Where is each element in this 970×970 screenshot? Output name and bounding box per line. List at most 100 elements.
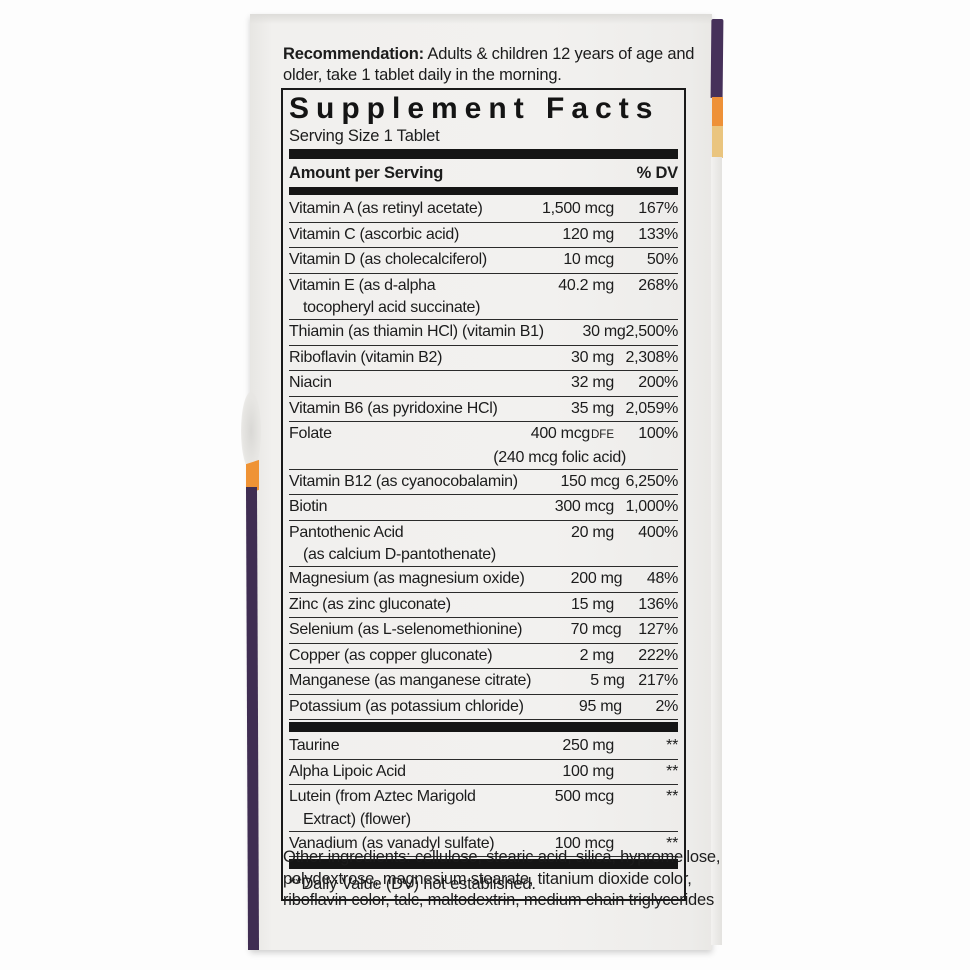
nutrient-amount: 20 mg: [571, 523, 614, 541]
nutrient-dv: 167%: [638, 200, 678, 217]
nutrient-name: Alpha Lipoic Acid: [289, 762, 406, 780]
recommendation-line2: older, take 1 tablet daily in the mornin…: [283, 66, 562, 84]
nutrient-dv: 48%: [646, 570, 678, 587]
nutrient-dv: 217%: [638, 672, 678, 689]
package-left-notch-shadow: [241, 392, 261, 470]
nutrient-amount-detail: (240 mcg folic acid): [493, 448, 626, 466]
nutrient-name: Thiamin (as thiamin HCl) (vitamin B1): [289, 323, 544, 340]
nutrient-row: Riboflavin (vitamin B2) 30 mg 2,308%: [289, 346, 679, 371]
nutrient-name: Potassium (as potassium chloride): [289, 697, 524, 715]
nutrient-dv: 6,250%: [625, 472, 679, 490]
recommendation-text: Recommendation: Adults & children 12 yea…: [283, 44, 694, 86]
nutrient-dv: 1,000%: [625, 498, 679, 515]
nutrient-amount: 120 mg: [562, 225, 614, 243]
nutrient-row: Vitamin B6 (as pyridoxine HCl) 35 mg 2,059…: [289, 397, 678, 422]
nutrient-row: Alpha Lipoic Acid 100 mg **: [289, 760, 678, 785]
nutrient-row: Folate 400 mcgDFE 100% (240 mcg folic acid): [289, 422, 678, 470]
package-edge-tan-strip: [712, 126, 723, 158]
nutrient-amount: 200 mg: [570, 570, 623, 587]
nutrient-name: Lutein (from Aztec Marigold: [289, 788, 476, 805]
nutrient-dv: **: [666, 788, 678, 805]
nutrient-amount: 32 mg: [571, 374, 614, 391]
separator-bar: [289, 187, 678, 195]
other-ingredients: Other ingredients: cellulose, stearic ac…: [283, 847, 721, 912]
nutrient-name: Selenium (as L-selenomethionine): [289, 621, 523, 638]
nutrient-row: Vitamin D (as cholecalciferol) 10 mcg 50%: [289, 248, 678, 274]
column-header-row: Amount per Serving % DV: [289, 161, 678, 185]
package-edge-orange-strip: [712, 97, 723, 127]
nutrient-dv: 222%: [638, 646, 678, 664]
nutrient-amount: 250 mg: [562, 737, 614, 754]
package-left-purple-strip: [245, 486, 260, 951]
nutrients-section-vitamins-minerals: Vitamin A (as retinyl acetate) 1,500 mcg 1…: [289, 197, 678, 720]
nutrient-name: Niacin: [289, 374, 332, 391]
nutrient-dv: 100%: [638, 425, 678, 442]
package-top-shade: [250, 14, 712, 24]
nutrient-row: Vitamin B12 (as cyanocobalamin) 150 mcg 6,…: [289, 470, 679, 495]
nutrient-amount: 30 mg: [582, 323, 626, 340]
nutrient-row: Manganese (as manganese citrate) 5 mg 217%: [289, 669, 678, 695]
nutrient-row: Biotin 300 mcg 1,000%: [289, 495, 678, 521]
separator-bar: [289, 722, 678, 732]
nutrient-dv: **: [666, 762, 678, 780]
nutrient-name: Riboflavin (vitamin B2): [289, 348, 443, 366]
nutrient-row: Magnesium (as magnesium oxide) 200 mg 48%: [289, 567, 678, 593]
recommendation-line1: Recommendation: Adults & children 12 yea…: [283, 44, 694, 65]
nutrient-name: Vitamin C (ascorbic acid): [289, 225, 460, 243]
nutrient-amount: 5 mg: [590, 672, 625, 689]
nutrient-dv: **: [666, 737, 678, 754]
nutrient-dv: **: [666, 834, 678, 852]
nutrient-row: Vitamin A (as retinyl acetate) 1,500 mcg 1…: [289, 197, 678, 223]
nutrient-name: Vitamin A (as retinyl acetate): [289, 200, 483, 217]
separator-bar: [289, 859, 678, 869]
nutrient-row: Vitamin C (ascorbic acid) 120 mg 133%: [289, 223, 678, 248]
nutrient-name: Folate: [289, 425, 332, 442]
nutrient-amount: 100 mg: [562, 762, 614, 780]
nutrient-dv: 127%: [638, 621, 678, 638]
nutrient-row: Zinc (as zinc gluconate) 15 mg 136%: [289, 593, 678, 618]
nutrient-row: Taurine 250 mg **: [289, 734, 678, 760]
nutrients-section-other-actives: Taurine 250 mg ** Alpha Lipoic Acid 100 mg **…: [289, 734, 678, 857]
nutrient-amount: 40.2 mg: [558, 276, 614, 294]
column-header-amount: Amount per Serving: [289, 164, 444, 182]
nutrient-dv: 400%: [638, 523, 678, 541]
separator-bar: [289, 149, 678, 159]
nutrient-amount: 100 mcg: [554, 834, 615, 852]
nutrient-name: Vitamin B6 (as pyridoxine HCl): [289, 399, 498, 417]
nutrient-name-continued: tocopheryl acid succinate): [303, 299, 481, 316]
nutrient-row: Copper (as copper gluconate) 2 mg 222%: [289, 644, 678, 669]
panel-title: Supplement Facts: [289, 92, 660, 125]
nutrient-name: Magnesium (as magnesium oxide): [289, 570, 525, 587]
nutrient-name-continued: Extract) (flower): [303, 810, 411, 828]
nutrient-name: Copper (as copper gluconate): [289, 646, 493, 664]
nutrient-name: Taurine: [289, 737, 340, 754]
nutrient-name-continued: (as calcium D-pantothenate): [303, 546, 496, 563]
supplement-box-package: [250, 14, 712, 950]
nutrient-row: Potassium (as potassium chloride) 95 mg 2%: [289, 695, 678, 720]
other-ingredients-line2: polydextrose, magnesium stearate, titani…: [283, 869, 692, 888]
nutrient-amount: 150 mcg: [560, 472, 620, 490]
nutrient-amount: 15 mg: [571, 595, 614, 613]
nutrient-amount: 10 mcg: [563, 251, 614, 268]
nutrient-name: Pantothenic Acid: [289, 523, 404, 541]
other-ingredients-line1: Other ingredients: cellulose, stearic ac…: [283, 848, 721, 866]
nutrient-row: Thiamin (as thiamin HCl) (vitamin B1) 30 …: [289, 320, 678, 346]
package-edge-side: [711, 157, 722, 945]
nutrient-name: Biotin: [289, 498, 328, 515]
nutrient-name: Zinc (as zinc gluconate): [289, 595, 451, 613]
serving-size: Serving Size 1 Tablet: [289, 127, 440, 145]
nutrient-name: Vanadium (as vanadyl sulfate): [289, 834, 495, 852]
nutrient-row: Pantothenic Acid 20 mg 400% (as calcium D-p…: [289, 521, 678, 567]
nutrient-row: Vanadium (as vanadyl sulfate) 100 mcg **: [289, 832, 678, 857]
nutrient-row: Vitamin E (as d-alpha 40.2 mg 268% tocopher…: [289, 274, 678, 320]
nutrient-amount: 300 mcg: [554, 498, 615, 515]
recommendation-line1-rest: Adults & children 12 years of age and: [423, 45, 695, 63]
nutrient-dv: 2%: [655, 697, 678, 715]
nutrient-name: Vitamin D (as cholecalciferol): [289, 251, 487, 268]
nutrient-amount: 1,500 mcg: [541, 200, 614, 217]
nutrient-dv: 2,308%: [625, 348, 679, 366]
nutrient-amount: 30 mg: [571, 348, 614, 366]
column-header-dv: % DV: [636, 164, 679, 182]
nutrient-name: Vitamin E (as d-alpha: [289, 276, 436, 294]
